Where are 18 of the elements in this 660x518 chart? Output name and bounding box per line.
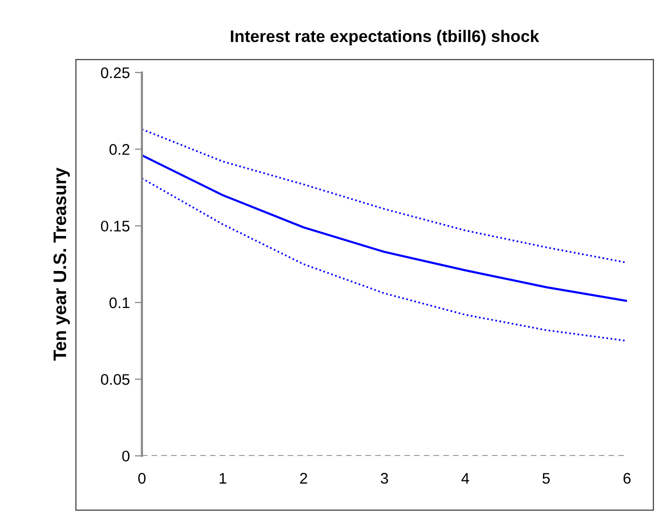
x-tick-label: 0 — [138, 472, 146, 484]
chart-title: Interest rate expectations (tbill6) shock — [230, 30, 540, 46]
y-tick-label: 0.15 — [100, 220, 130, 232]
x-tick-label: 4 — [461, 473, 470, 484]
x-tick-label: 5 — [542, 473, 550, 484]
line-series — [142, 128, 627, 264]
x-tick-label: 6 — [624, 472, 631, 484]
x-tick-label: 2 — [300, 472, 308, 484]
y-tick-label: 0.1 — [109, 297, 130, 308]
y-axis-title: Ten year U.S. Treasury — [53, 168, 70, 361]
x-tick-label: 1 — [220, 473, 226, 484]
x-tick-label: 3 — [380, 472, 388, 484]
y-tick-label: 0.25 — [100, 67, 130, 78]
y-tick-label: 0.05 — [100, 374, 130, 385]
line-series — [142, 154, 627, 302]
line-series — [142, 177, 627, 342]
y-tick-label: 0 — [122, 450, 130, 462]
y-tick-label: 0.2 — [109, 144, 130, 155]
